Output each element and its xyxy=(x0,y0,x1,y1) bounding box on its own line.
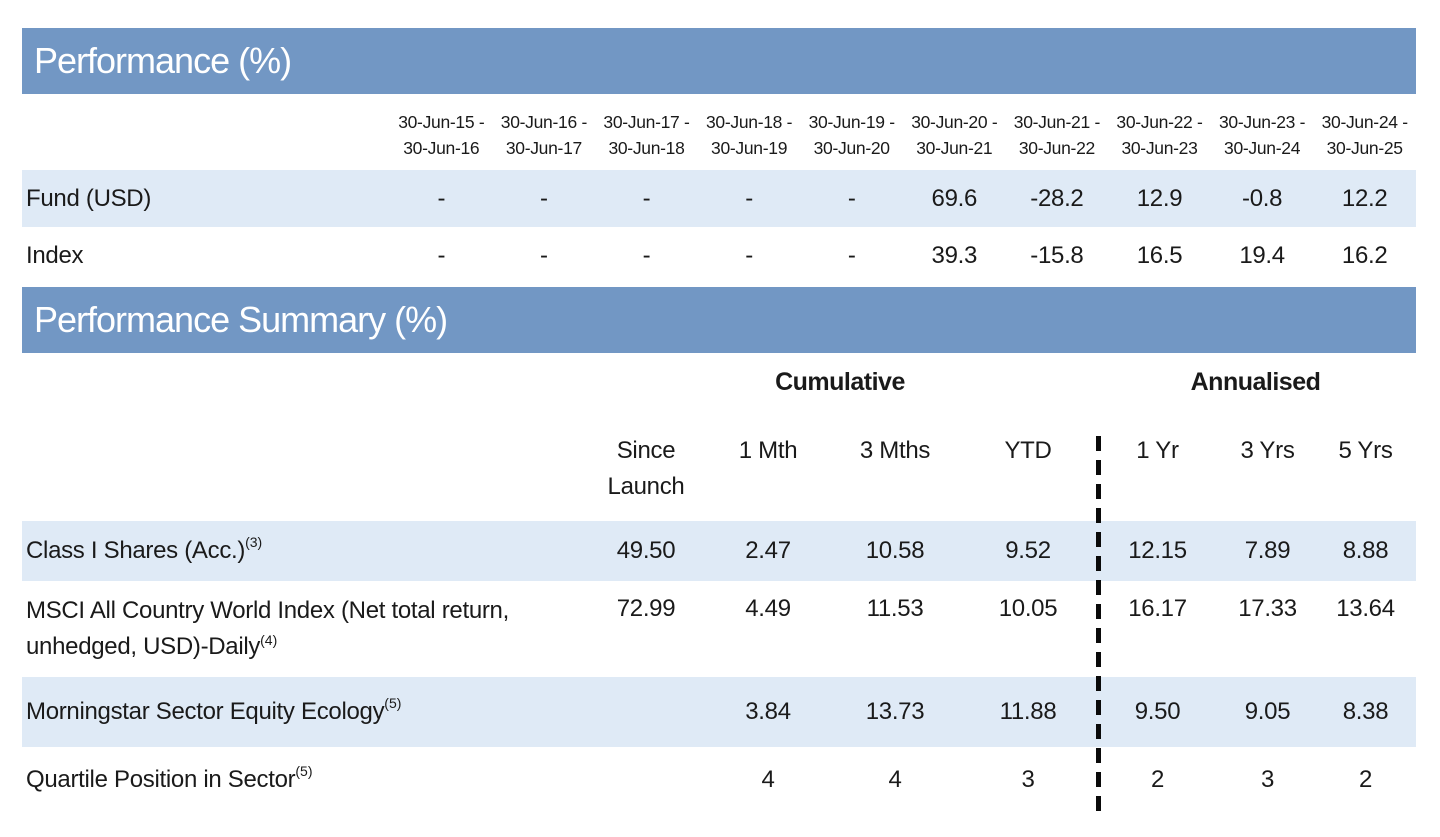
column-header-ytd: YTD xyxy=(1004,437,1052,464)
footnote-superscript: (4) xyxy=(260,632,278,648)
column-header-since-launch: Since Launch xyxy=(607,437,685,500)
summary-value-cell: 9.52 xyxy=(1005,537,1051,564)
summary-value-cell: 3 xyxy=(1021,766,1035,793)
row-label: Fund (USD) xyxy=(26,184,152,212)
page-content: Performance (%) 30-Jun-15 -30-Jun-16 30-… xyxy=(22,28,1416,813)
summary-value-cell: 10.58 xyxy=(865,537,925,564)
index-value-cell: - xyxy=(847,241,856,269)
summary-value-cell: 12.15 xyxy=(1128,537,1187,564)
summary-value-cell: 2 xyxy=(1358,766,1373,793)
summary-value-cell: 4 xyxy=(761,766,775,793)
footnote-superscript: (5) xyxy=(384,694,402,711)
summary-column-header-row: Since Launch 1 Mth 3 Mths YTD 1 Yr 3 Yrs… xyxy=(22,403,1416,521)
index-value-cell: - xyxy=(540,241,548,269)
summary-value-cell: 17.33 xyxy=(1238,595,1297,622)
summary-table: Cumulative Annualised Since Launch 1 Mth… xyxy=(22,353,1416,813)
summary-value-cell: 4 xyxy=(888,766,902,793)
summary-value-cell: 8.88 xyxy=(1342,537,1389,564)
performance-table: 30-Jun-15 -30-Jun-16 30-Jun-16 -30-Jun-1… xyxy=(22,94,1416,284)
period-column-header: 30-Jun-24 -30-Jun-25 xyxy=(1321,111,1409,158)
summary-value-cell xyxy=(585,747,707,813)
period-column-header: 30-Jun-23 -30-Jun-24 xyxy=(1218,111,1306,158)
column-header-3yrs: 3 Yrs xyxy=(1240,437,1295,464)
summary-value-cell: 49.50 xyxy=(616,537,676,564)
footnote-superscript: (3) xyxy=(245,533,263,550)
summary-section-header: Performance Summary (%) xyxy=(22,287,1416,353)
row-label: Morningstar Sector Equity Ecology (5) xyxy=(26,694,402,726)
period-column-header: 30-Jun-18 -30-Jun-19 xyxy=(705,111,793,158)
row-label: Class I Shares (Acc.) (3) xyxy=(26,533,263,565)
column-header-1yr: 1 Yr xyxy=(1136,437,1179,464)
summary-header-spacer xyxy=(22,403,585,521)
period-column-header: 30-Jun-17 -30-Jun-18 xyxy=(603,111,690,158)
cumulative-group-label: Cumulative xyxy=(775,368,905,396)
row-morningstar-sector: Morningstar Sector Equity Ecology (5) 3.8… xyxy=(22,677,1416,747)
annualised-group-label: Annualised xyxy=(1190,368,1321,396)
column-header-3mths: 3 Mths xyxy=(859,437,931,464)
summary-value-cell: 2 xyxy=(1150,766,1165,793)
period-column-header: 30-Jun-20 -30-Jun-21 xyxy=(911,111,998,158)
row-class-i-shares: Class I Shares (Acc.) (3) 49.50 2.47 10.5… xyxy=(22,521,1416,581)
index-value-cell: 19.4 xyxy=(1239,241,1285,269)
index-value-cell: - xyxy=(642,241,651,269)
summary-group-header-row: Cumulative Annualised xyxy=(22,353,1416,403)
summary-value-cell: 13.73 xyxy=(865,698,925,725)
summary-value-cell: 8.38 xyxy=(1342,698,1389,725)
fund-value-cell: 12.2 xyxy=(1341,184,1388,212)
index-row: Index - - - - - 39.3 -15.8 16.5 19.4 16.… xyxy=(22,227,1416,284)
period-column-header: 30-Jun-16 -30-Jun-17 xyxy=(500,111,588,158)
summary-value-cell: 2.47 xyxy=(745,537,791,564)
fund-value-cell: 69.6 xyxy=(931,184,978,212)
cumulative-annualised-divider xyxy=(1096,436,1101,820)
fund-value-cell: - xyxy=(437,184,446,212)
row-label: Quartile Position in Sector (5) xyxy=(26,762,313,794)
performance-table-header-row: 30-Jun-15 -30-Jun-16 30-Jun-16 -30-Jun-1… xyxy=(22,94,1416,170)
fund-value-cell: - xyxy=(540,184,548,212)
summary-section-title: Performance Summary (%) xyxy=(34,299,448,340)
column-header-5yrs: 5 Yrs xyxy=(1338,437,1393,464)
fund-value-cell: - xyxy=(642,184,651,212)
index-value-cell: 16.2 xyxy=(1341,241,1388,269)
fund-value-cell: - xyxy=(745,184,753,212)
summary-value-cell: 9.50 xyxy=(1134,698,1181,725)
index-value-cell: - xyxy=(437,241,446,269)
fund-value-cell: - xyxy=(847,184,856,212)
summary-value-cell: 16.17 xyxy=(1128,595,1187,622)
summary-value-cell: 7.89 xyxy=(1244,537,1291,564)
summary-value-cell: 3.84 xyxy=(745,698,791,725)
fund-value-cell: -0.8 xyxy=(1242,184,1283,212)
index-value-cell: - xyxy=(745,241,753,269)
row-msci-index: MSCI All Country World Index (Net total … xyxy=(22,581,1416,677)
period-column-header: 30-Jun-21 -30-Jun-22 xyxy=(1013,111,1101,158)
fund-value-cell: 12.9 xyxy=(1136,184,1183,212)
index-value-cell: 16.5 xyxy=(1136,241,1183,269)
summary-value-cell: 10.05 xyxy=(998,595,1058,622)
period-header-spacer xyxy=(22,94,390,170)
period-column-header: 30-Jun-22 -30-Jun-23 xyxy=(1116,111,1203,158)
row-label: Index xyxy=(26,241,84,269)
summary-value-cell: 9.05 xyxy=(1244,698,1291,725)
row-quartile-position: Quartile Position in Sector (5) 4 4 3 2 3… xyxy=(22,747,1416,813)
summary-value-cell: 11.88 xyxy=(999,698,1057,725)
fund-row: Fund (USD) - - - - - 69.6 -28.2 12.9 -0.… xyxy=(22,170,1416,227)
period-column-header: 30-Jun-15 -30-Jun-16 xyxy=(398,111,485,158)
performance-section-header: Performance (%) xyxy=(22,28,1416,94)
summary-value-cell: 13.64 xyxy=(1336,595,1395,622)
summary-value-cell: 72.99 xyxy=(616,595,676,622)
period-column-header: 30-Jun-19 -30-Jun-20 xyxy=(808,111,896,158)
summary-value-cell: 4.49 xyxy=(745,595,791,622)
summary-value-cell xyxy=(585,677,707,747)
row-label: MSCI All Country World Index (Net total … xyxy=(26,597,509,660)
summary-value-cell: 3 xyxy=(1260,766,1275,793)
fund-value-cell: -28.2 xyxy=(1030,184,1084,212)
footnote-superscript: (5) xyxy=(295,762,313,779)
column-header-1mth: 1 Mth xyxy=(738,437,798,464)
performance-section-title: Performance (%) xyxy=(34,40,292,81)
summary-value-cell: 11.53 xyxy=(866,595,924,622)
index-value-cell: 39.3 xyxy=(931,241,978,269)
index-value-cell: -15.8 xyxy=(1030,241,1084,269)
